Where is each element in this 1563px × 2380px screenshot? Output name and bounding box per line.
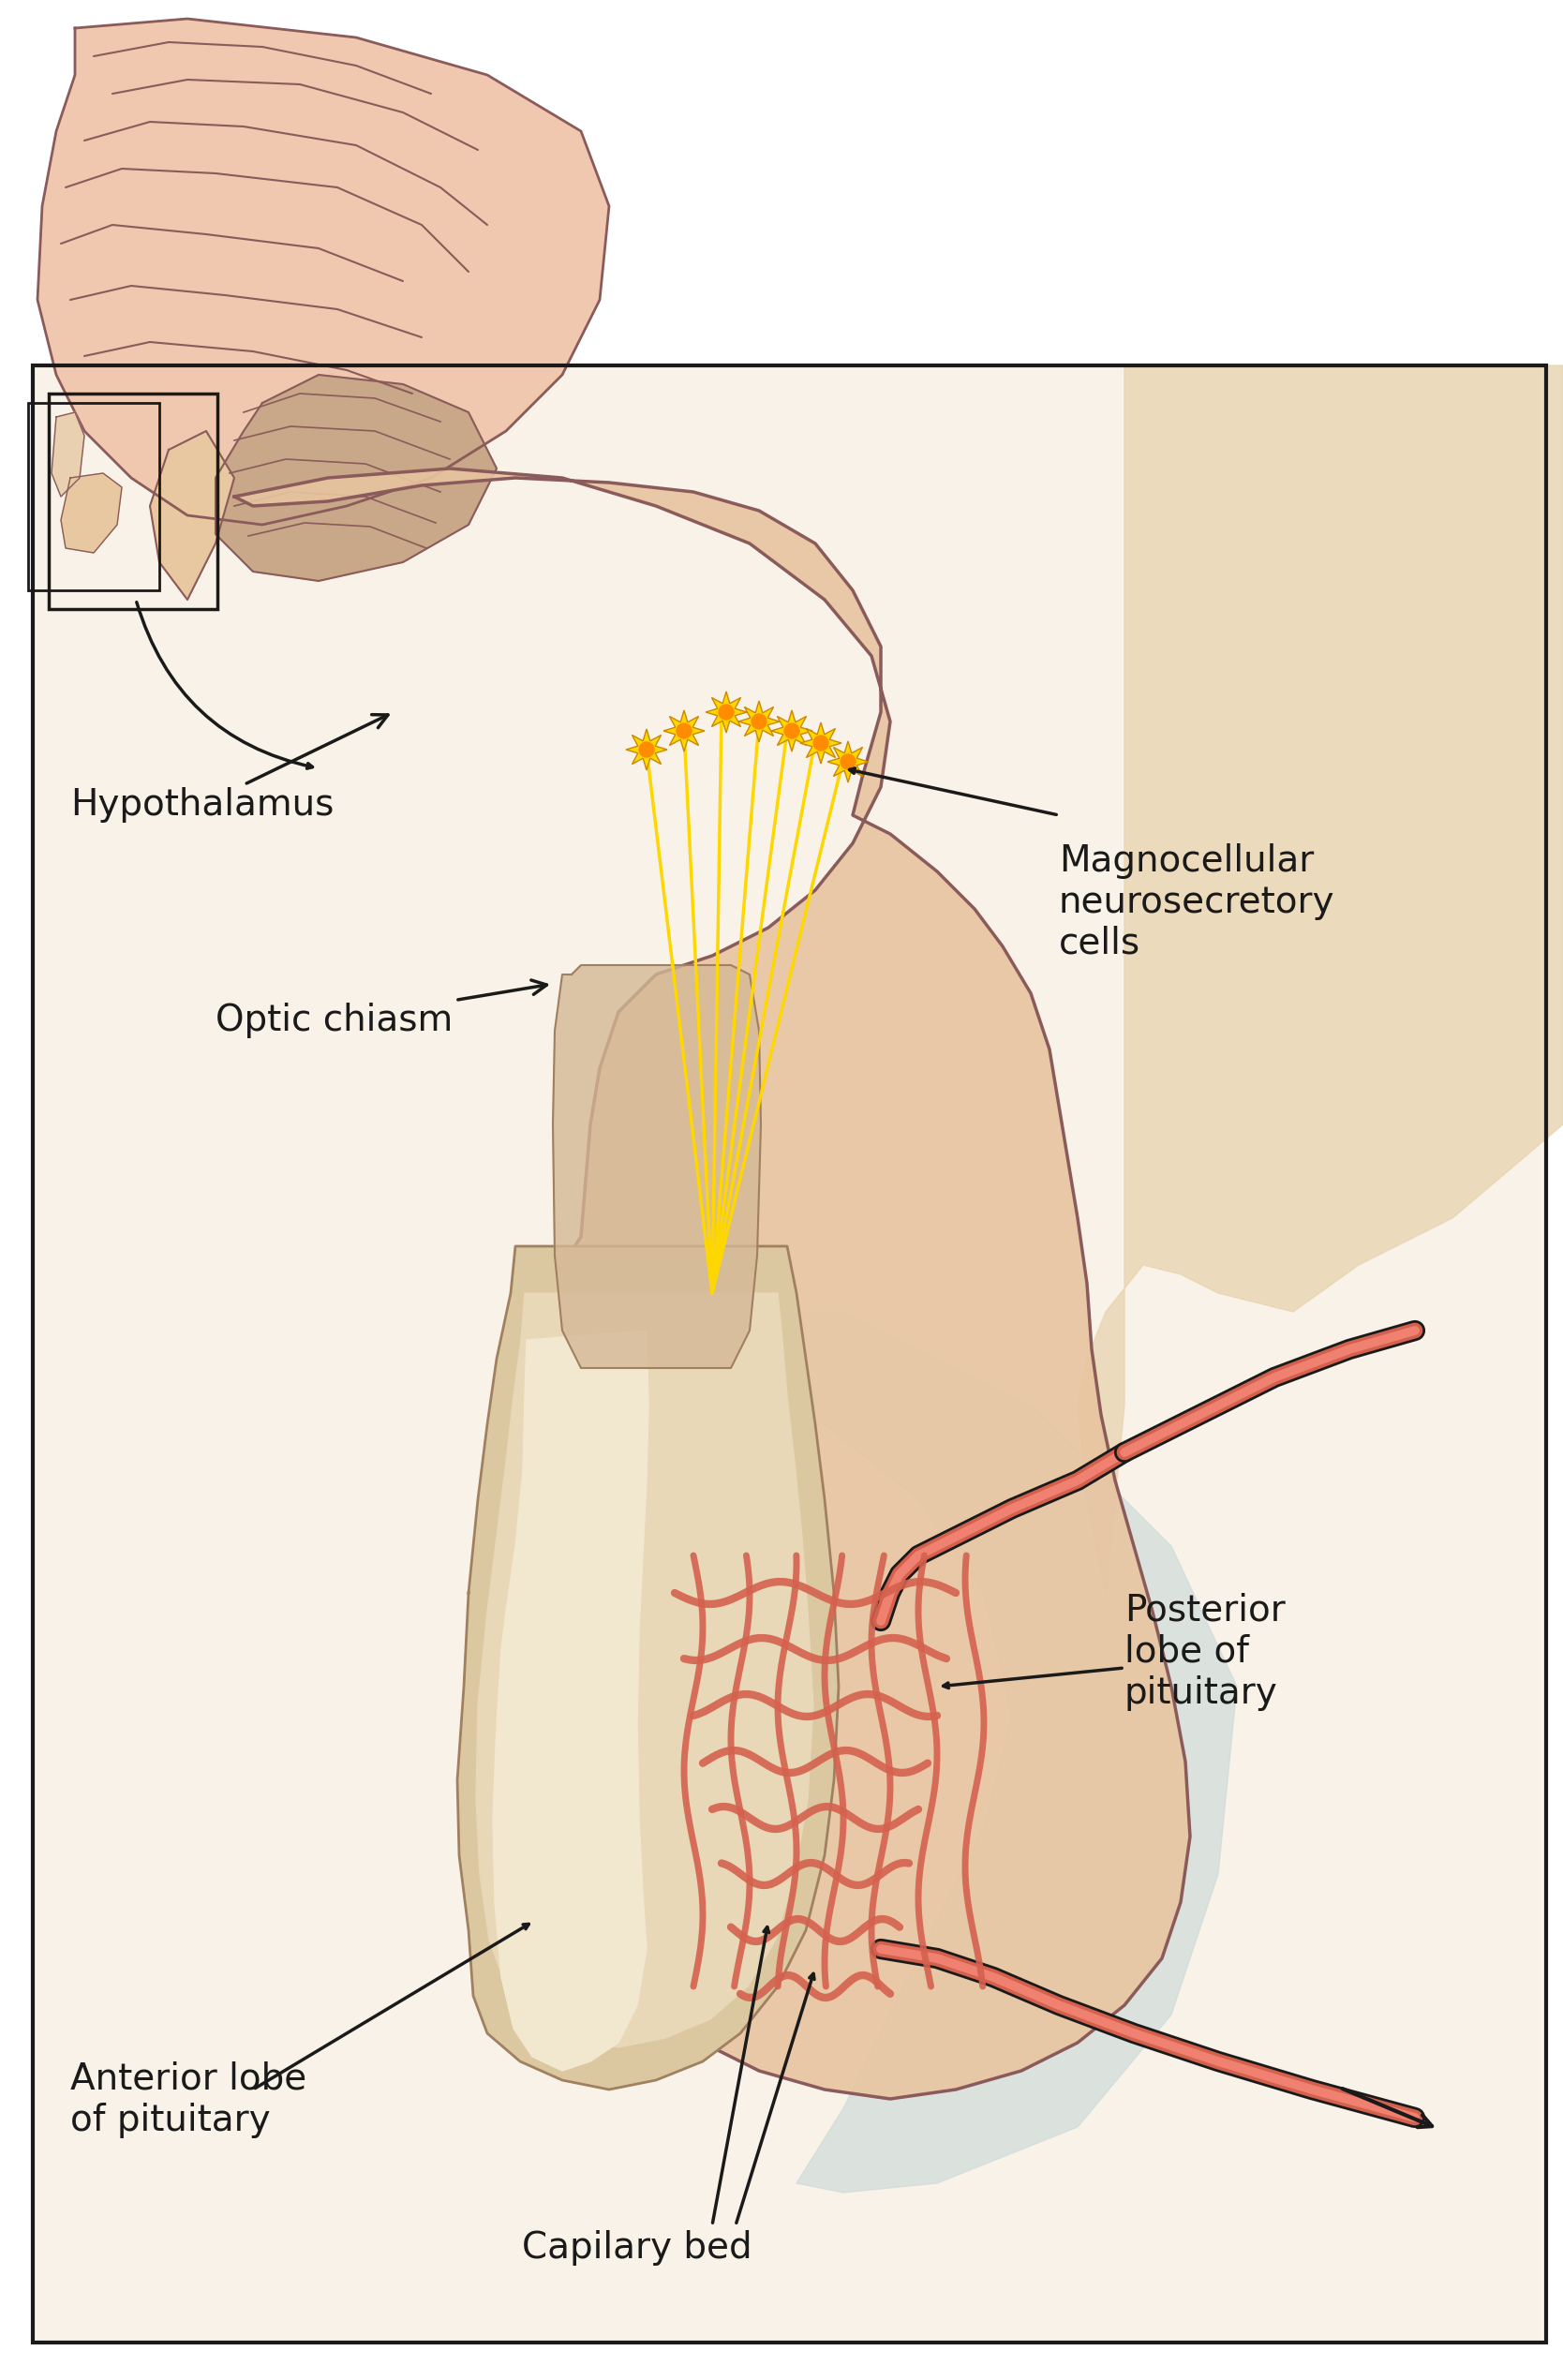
Polygon shape [625,728,667,771]
Circle shape [785,724,799,738]
Polygon shape [492,1330,649,2071]
Polygon shape [800,724,841,764]
Text: Optic chiasm: Optic chiasm [216,981,547,1038]
Polygon shape [61,474,122,552]
Circle shape [719,704,733,719]
Circle shape [813,735,828,750]
Polygon shape [553,966,761,1368]
Bar [33,367,1546,2342]
Circle shape [752,714,766,728]
Polygon shape [827,740,869,783]
Text: Posterior
lobe of
pituitary: Posterior lobe of pituitary [1124,1592,1285,1711]
Text: Magnocellular
neurosecretory
cells: Magnocellular neurosecretory cells [1058,843,1335,962]
Polygon shape [52,412,84,497]
Polygon shape [216,374,497,581]
Polygon shape [38,19,610,524]
Polygon shape [477,1292,813,2047]
Circle shape [677,724,691,738]
Bar [33,367,1546,2342]
Text: Anterior lobe
of pituitary: Anterior lobe of pituitary [70,2061,306,2137]
Polygon shape [150,431,234,600]
Bar [48,393,217,609]
Bar [28,402,159,590]
Polygon shape [234,469,1189,2099]
Polygon shape [1077,367,1563,1592]
Polygon shape [738,700,780,743]
Text: Hypothalamus: Hypothalamus [70,714,388,823]
Polygon shape [705,693,747,733]
Polygon shape [458,1247,839,2090]
Circle shape [841,754,855,769]
Polygon shape [663,709,705,752]
Text: Capilary bed: Capilary bed [522,2230,752,2266]
Polygon shape [771,709,813,752]
Polygon shape [656,1311,1236,2192]
Circle shape [639,743,653,757]
